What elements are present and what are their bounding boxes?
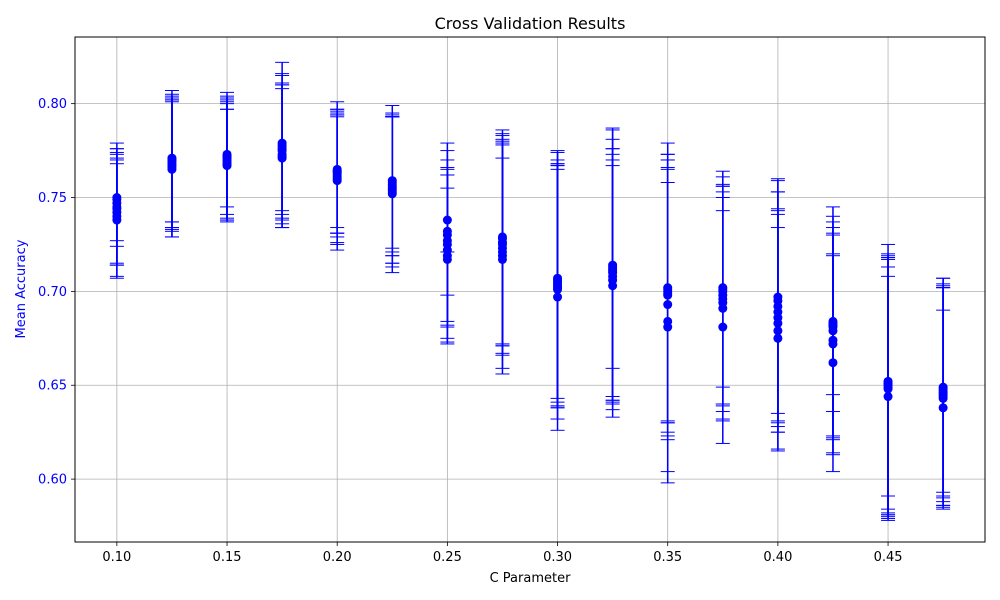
errorbar-group-4 [330,101,345,251]
data-point [442,226,452,236]
x-tick-label: 0.40 [763,550,792,565]
y-tick-label: 0.80 [38,97,67,112]
data-point [497,232,507,242]
data-point [938,382,948,392]
data-point [828,316,838,326]
x-tick-label: 0.10 [102,550,131,565]
x-tick-label: 0.30 [543,550,572,565]
grid-layer [75,37,985,542]
errorbar-group-5 [385,105,400,274]
data-point [332,166,342,176]
data-point [773,333,783,343]
y-axis-title: Mean Accuracy [14,239,29,338]
errorbar-group-14 [881,243,896,521]
x-axis-title: C Parameter [490,571,571,586]
y-tick-label: 0.60 [38,473,67,488]
data-point [883,376,893,386]
errorbar-group-11 [715,170,730,444]
errorbar-group-12 [770,178,785,452]
ticks-layer: 0.10 0.15 0.20 0.25 0.30 0.35 0.40 0.45 0.60 0.65… [38,97,902,565]
x-tick-label: 0.35 [653,550,682,565]
data-point [167,155,177,165]
errorbar-group-13 [825,206,840,473]
data-point [663,300,673,310]
y-tick-label: 0.65 [38,379,67,394]
data-point [773,292,783,302]
errorbar-group-10 [660,142,675,484]
data-point [387,176,397,186]
chart-title: Cross Validation Results [435,14,626,33]
y-tick-label: 0.75 [38,191,67,206]
x-tick-label: 0.15 [213,550,242,565]
errorbar-group-15 [936,277,951,510]
errorbar-group-0 [109,142,124,279]
data-point [938,403,948,413]
data-point [277,138,287,148]
errorbar-group-1 [164,90,179,238]
errorbar-group-7 [495,129,510,375]
x-tick-label: 0.25 [433,550,462,565]
data-point [663,316,673,326]
data-point [718,322,728,332]
x-tick-label: 0.20 [323,550,352,565]
data-point [442,215,452,225]
data-point [112,193,122,203]
data-point [222,151,232,161]
data-point [718,283,728,293]
errorbar-group-3 [275,61,290,229]
data-point [553,273,563,283]
data-point [828,335,838,345]
errorbar-group-2 [220,91,235,223]
data-point [608,260,618,270]
marks-layer [109,61,951,521]
errorbar-group-9 [605,127,620,418]
data-point [553,292,563,302]
data-point [883,392,893,402]
x-tick-label: 0.45 [874,550,903,565]
errorbar-group-8 [550,150,565,431]
data-point [663,283,673,293]
data-point [773,326,783,336]
data-point [828,358,838,368]
y-tick-label: 0.70 [38,285,67,300]
errorbar-group-6 [440,142,455,345]
plot-frame [74,36,986,543]
